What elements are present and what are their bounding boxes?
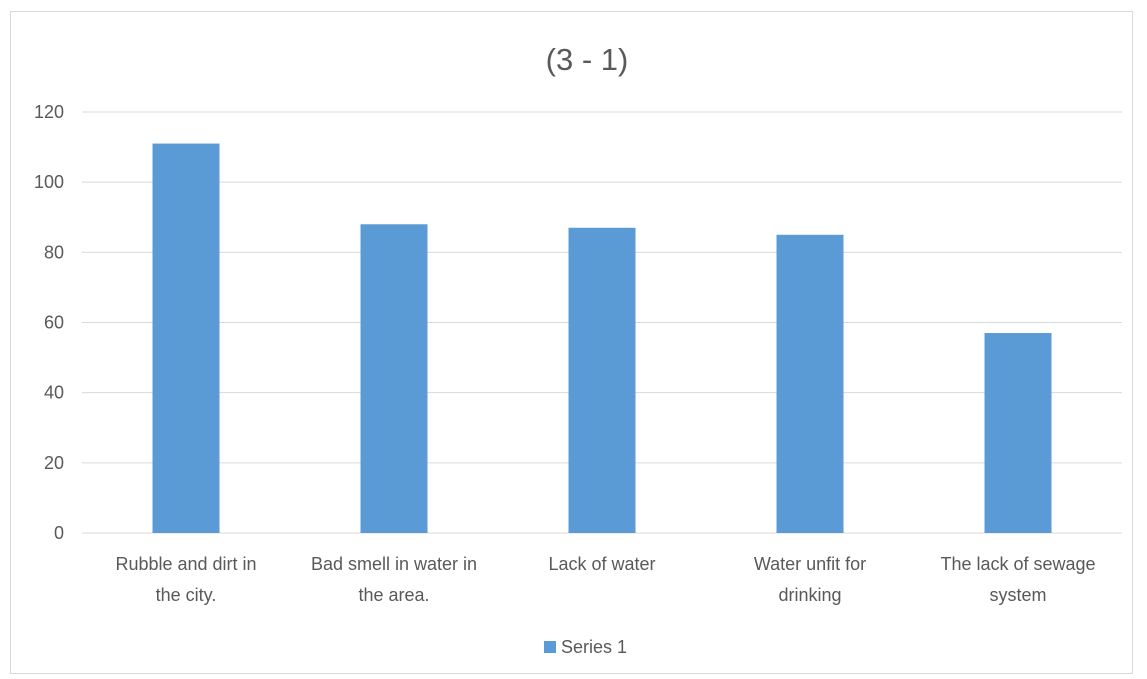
x-tick-label: system	[989, 585, 1046, 605]
y-tick-label: 60	[44, 313, 64, 333]
y-tick-label: 80	[44, 242, 64, 262]
chart-title: (3 - 1)	[546, 42, 629, 77]
bars	[152, 143, 1052, 533]
x-tick-label: the area.	[358, 585, 429, 605]
y-tick-label: 20	[44, 453, 64, 473]
bar	[776, 234, 844, 533]
legend-label: Series 1	[561, 637, 627, 657]
x-tick-label: the city.	[156, 585, 217, 605]
bar	[152, 143, 220, 533]
bar	[360, 224, 428, 533]
x-tick-label: Rubble and dirt in	[115, 554, 256, 574]
x-tick-label: Lack of water	[548, 554, 655, 574]
x-tick-label: Water unfit for	[754, 554, 866, 574]
x-axis-labels: Rubble and dirt in the city. Bad smell in …	[115, 554, 1095, 605]
y-tick-label: 0	[54, 523, 64, 543]
y-tick-label: 100	[34, 172, 64, 192]
bar	[984, 333, 1052, 533]
legend-swatch	[544, 641, 556, 653]
y-axis-ticks: 0 20 40 60 80 100 120	[34, 102, 64, 543]
bar	[568, 227, 636, 533]
x-tick-label: Bad smell in water in	[311, 554, 477, 574]
legend: Series 1	[544, 637, 627, 657]
x-tick-label: drinking	[778, 585, 841, 605]
y-tick-label: 120	[34, 102, 64, 122]
y-tick-label: 40	[44, 383, 64, 403]
x-tick-label: The lack of sewage	[940, 554, 1095, 574]
